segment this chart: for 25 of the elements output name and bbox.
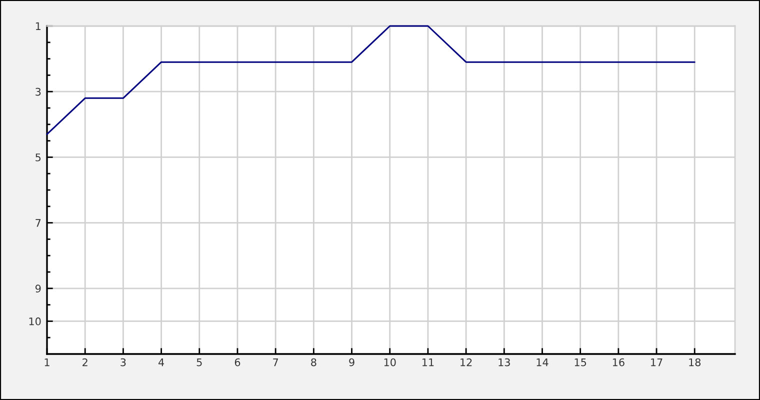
x-tick-label: 3 bbox=[120, 358, 126, 366]
x-tick-label: 17 bbox=[651, 358, 662, 366]
x-tick-label: 11 bbox=[422, 358, 434, 366]
x-tick-label: 8 bbox=[311, 358, 316, 366]
y-tick-label: 10 bbox=[29, 317, 41, 326]
x-tick-label: 15 bbox=[574, 358, 586, 366]
line-series bbox=[46, 25, 696, 136]
x-tick-label: 4 bbox=[158, 358, 164, 366]
x-tick-label: 16 bbox=[612, 358, 624, 366]
x-tick-label: 12 bbox=[460, 358, 472, 366]
y-tick-label: 9 bbox=[35, 284, 41, 293]
x-tick-label: 2 bbox=[82, 358, 88, 366]
x-tick-label: 18 bbox=[689, 358, 701, 366]
y-tick-label: 7 bbox=[36, 219, 41, 227]
x-tick-label: 6 bbox=[234, 358, 240, 366]
x-tick-label: 14 bbox=[536, 358, 548, 366]
x-tick-label: 5 bbox=[196, 358, 202, 366]
y-tick-label: 5 bbox=[36, 154, 41, 162]
x-tick-label: 13 bbox=[498, 358, 510, 366]
x-tick-label: 7 bbox=[273, 358, 278, 366]
y-tick-label: 3 bbox=[36, 88, 41, 96]
x-tick-label: 10 bbox=[384, 358, 396, 366]
x-tick-label: 1 bbox=[44, 358, 50, 366]
y-tick-label: 1 bbox=[36, 22, 40, 30]
x-tick-label: 9 bbox=[349, 358, 354, 366]
